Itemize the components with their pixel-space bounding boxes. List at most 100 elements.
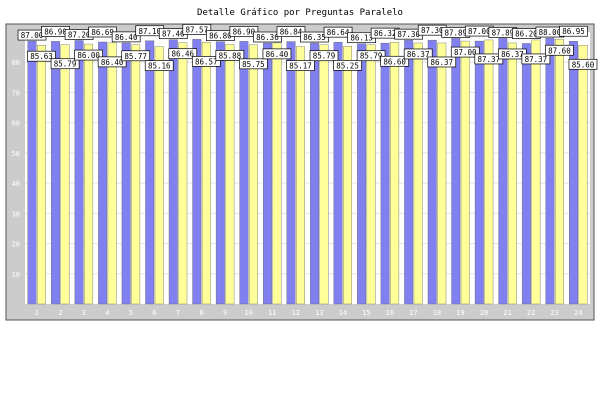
data-label: 87.30 [397, 30, 420, 39]
x-tick-label: 24 [574, 309, 582, 317]
data-label-box [276, 26, 306, 37]
data-label-box [27, 50, 56, 62]
data-label: 86.37 [501, 50, 524, 59]
data-label-box [403, 48, 433, 60]
data-label: 87.30 [421, 26, 444, 35]
bar [272, 42, 282, 305]
data-label-box [191, 56, 221, 67]
data-label: 87.00 [468, 27, 491, 36]
x-tick-label: 23 [550, 309, 558, 317]
data-label: 85.63 [30, 52, 53, 61]
data-label: 85.79 [360, 52, 383, 61]
bar [154, 46, 164, 305]
x-tick-label: 13 [315, 309, 323, 317]
data-label: 87.57 [186, 25, 209, 34]
x-tick-label: 2 [58, 309, 62, 317]
y-tick-label: 50 [12, 150, 20, 158]
data-label: 87.37 [478, 55, 501, 64]
bar [474, 40, 484, 305]
data-label-box [323, 26, 353, 38]
x-tick-label: 7 [176, 309, 180, 317]
data-label-box [253, 31, 282, 43]
bar [145, 40, 155, 305]
bar [215, 41, 225, 305]
bar [460, 40, 470, 305]
bar [74, 40, 84, 305]
data-label: 86.80 [209, 32, 232, 41]
bar [248, 44, 258, 305]
bar [507, 42, 517, 305]
data-label-box [215, 50, 245, 61]
bar [225, 44, 235, 305]
data-label: 86.57 [195, 57, 218, 66]
data-label: 86.69 [91, 28, 114, 37]
bar [27, 40, 37, 305]
data-label-box [239, 58, 268, 70]
y-tick-label: 10 [12, 271, 20, 279]
data-label: 86.20 [515, 29, 538, 38]
data-label: 87.00 [454, 48, 477, 57]
bar [201, 42, 211, 305]
bar [366, 44, 376, 305]
data-label: 86.40 [101, 58, 124, 67]
x-tick-label: 17 [409, 309, 417, 317]
data-label: 85.88 [219, 51, 242, 60]
bar [84, 43, 94, 305]
bar [262, 42, 272, 305]
bar [545, 37, 555, 305]
y-tick-label: 40 [12, 180, 20, 188]
y-tick-label: 30 [12, 210, 20, 218]
bar [286, 41, 296, 305]
x-tick-label: 1 [35, 309, 39, 317]
data-label: 86.40 [266, 50, 289, 59]
data-label-box [262, 48, 292, 60]
x-tick-label: 11 [268, 309, 276, 317]
data-label: 86.64 [327, 28, 350, 37]
x-tick-label: 19 [456, 309, 464, 317]
bar [390, 42, 400, 305]
bar [343, 46, 353, 305]
bar [569, 41, 578, 305]
data-label-box [121, 50, 151, 62]
data-label: 85.79 [54, 60, 77, 69]
data-label: 87.37 [525, 55, 548, 64]
data-label-box [111, 31, 141, 43]
bar [239, 41, 249, 305]
bar [413, 42, 423, 305]
x-tick-label: 4 [105, 309, 109, 317]
y-tick-label: 60 [12, 120, 20, 128]
y-tick-label: 70 [12, 89, 20, 97]
x-tick-label: 15 [362, 309, 370, 317]
bar [178, 42, 188, 305]
data-label: 86.00 [77, 51, 100, 60]
data-label: 87.20 [68, 30, 91, 39]
data-label: 86.36 [256, 33, 279, 42]
data-label: 85.16 [148, 62, 171, 71]
bar [554, 39, 564, 305]
data-label: 86.32 [374, 29, 397, 38]
bar [310, 42, 319, 305]
data-label-box [521, 53, 551, 65]
bar [192, 39, 202, 305]
x-tick-label: 10 [244, 309, 252, 317]
data-label: 86.84 [280, 28, 303, 37]
bar [578, 45, 588, 305]
bar [98, 41, 108, 305]
data-label: 87.46 [162, 30, 185, 39]
y-tick-label: 80 [12, 59, 20, 67]
data-label: 87.89 [444, 28, 467, 37]
x-tick-label: 16 [386, 309, 394, 317]
bar [498, 38, 508, 305]
data-label-box [286, 60, 315, 71]
data-label-box [229, 26, 259, 37]
data-label: 86.95 [562, 27, 585, 36]
x-tick-label: 14 [339, 309, 347, 317]
data-label-box [144, 60, 174, 71]
bar [484, 39, 494, 305]
bar [531, 39, 541, 305]
data-label: 85.17 [289, 62, 312, 71]
data-label-box [450, 46, 480, 58]
data-label: 86.37 [430, 58, 453, 67]
data-label: 85.60 [572, 60, 595, 69]
bar [51, 41, 61, 305]
